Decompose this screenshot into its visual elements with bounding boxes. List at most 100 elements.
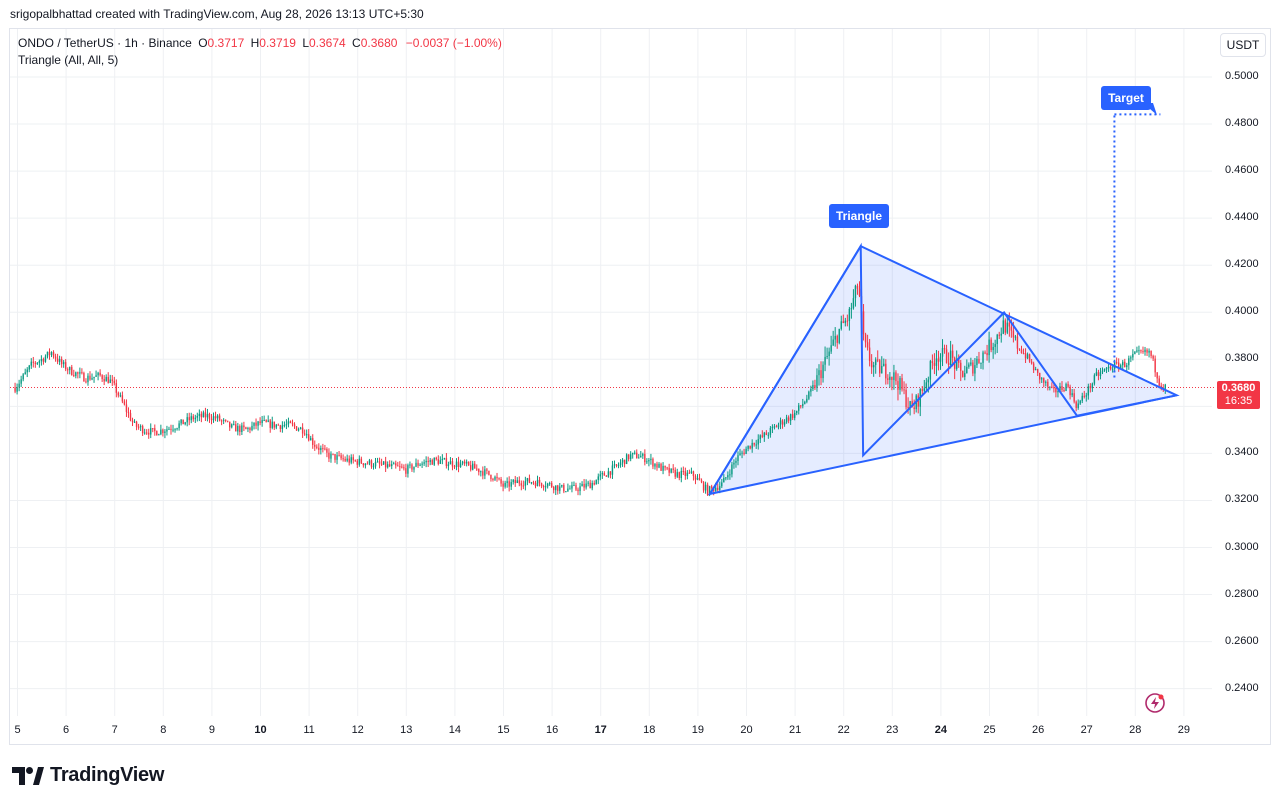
- candle: [358, 455, 361, 467]
- candle: [73, 369, 75, 378]
- candle: [154, 424, 156, 436]
- symbol-title[interactable]: ONDO / TetherUS · 1h · Binance: [18, 36, 192, 50]
- date-tick: 15: [497, 724, 510, 736]
- candle: [133, 419, 136, 424]
- candle: [532, 480, 535, 485]
- candle: [64, 359, 67, 372]
- candle: [490, 474, 492, 482]
- candle: [1079, 399, 1081, 405]
- candle: [190, 412, 192, 424]
- candle: [259, 417, 261, 426]
- candle: [978, 351, 980, 364]
- triangle-label[interactable]: Triangle: [829, 204, 889, 228]
- candle: [1136, 346, 1138, 353]
- candle: [431, 458, 433, 465]
- candle: [1146, 348, 1148, 356]
- candle: [625, 453, 628, 465]
- candle: [542, 484, 545, 491]
- candle: [565, 490, 567, 493]
- triangle-pattern: [710, 246, 1177, 494]
- candle: [494, 475, 496, 481]
- candle: [482, 466, 484, 480]
- candle: [370, 459, 373, 469]
- candle: [546, 482, 549, 489]
- candle: [984, 350, 986, 355]
- candle: [1016, 332, 1019, 355]
- candle: [89, 371, 91, 381]
- candle: [178, 420, 180, 431]
- candle: [1030, 358, 1033, 365]
- legend: ONDO / TetherUS · 1h · Binance O0.3717 H…: [18, 35, 502, 69]
- candle: [170, 424, 172, 435]
- candle: [1004, 318, 1007, 336]
- candle: [593, 480, 595, 486]
- candle: [231, 423, 233, 429]
- candle: [119, 392, 122, 398]
- candle: [832, 330, 834, 347]
- candle: [348, 455, 350, 466]
- candle: [295, 426, 298, 431]
- candle: [386, 461, 389, 469]
- candle: [281, 421, 284, 433]
- candle: [376, 457, 379, 463]
- candle: [71, 364, 73, 376]
- flash-icon[interactable]: [1144, 692, 1166, 714]
- candle: [478, 468, 480, 476]
- candle: [787, 415, 790, 424]
- date-tick: 21: [788, 724, 802, 736]
- candle: [1142, 346, 1144, 354]
- candle: [344, 456, 346, 463]
- candle: [399, 461, 401, 471]
- candle: [982, 350, 984, 370]
- candle: [672, 464, 674, 474]
- candle: [229, 421, 231, 431]
- candle: [504, 480, 506, 489]
- currency-button[interactable]: USDT: [1220, 33, 1266, 57]
- candle: [897, 373, 899, 401]
- candle: [1093, 373, 1096, 386]
- candle: [1055, 386, 1057, 398]
- candle: [26, 367, 28, 378]
- candle: [1087, 383, 1090, 400]
- candle: [652, 457, 654, 470]
- candle: [901, 373, 903, 392]
- candle: [411, 463, 413, 472]
- candle: [277, 423, 280, 426]
- candle: [1126, 362, 1128, 372]
- candle: [524, 476, 527, 491]
- candle: [48, 348, 51, 360]
- candle: [1002, 312, 1004, 335]
- target-callout-pointer: [1143, 103, 1157, 115]
- candle: [937, 350, 940, 371]
- candle: [678, 471, 680, 481]
- candle: [540, 482, 543, 489]
- candle: [571, 481, 573, 493]
- candle: [812, 380, 814, 392]
- candle: [721, 478, 723, 488]
- candle: [555, 485, 557, 496]
- candle: [166, 425, 168, 436]
- tradingview-logo[interactable]: TradingView: [12, 764, 164, 787]
- candle: [759, 434, 761, 443]
- candle: [868, 338, 871, 367]
- bar-countdown: 16:35: [1224, 395, 1253, 407]
- candle: [781, 419, 784, 429]
- date-tick: 27: [1080, 724, 1093, 736]
- candle: [688, 469, 691, 474]
- candle: [962, 370, 964, 378]
- candle: [1117, 358, 1120, 372]
- date-tick: 18: [643, 724, 656, 736]
- date-tick: 12: [351, 724, 364, 736]
- target-label[interactable]: Target: [1101, 86, 1151, 110]
- candle: [1103, 368, 1106, 372]
- candle: [429, 457, 431, 466]
- candle: [241, 422, 243, 436]
- candle: [336, 451, 338, 465]
- candle: [573, 481, 575, 487]
- candle: [986, 344, 988, 361]
- candle: [852, 289, 855, 310]
- candle: [204, 407, 207, 421]
- indicator-title[interactable]: Triangle (All, All, 5): [18, 53, 119, 67]
- candle: [393, 461, 395, 465]
